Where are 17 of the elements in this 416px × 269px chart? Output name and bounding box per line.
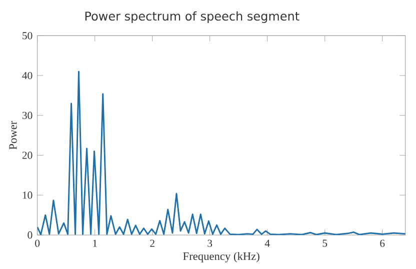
x-tick-label: 5 (322, 240, 328, 247)
x-tick-label: 3 (208, 240, 212, 247)
y-tick-label: 10 (22, 192, 32, 199)
x-tick-label: 2 (150, 240, 154, 247)
chart-title: Power spectrum of speech segment (85, 11, 300, 23)
y-tick-label: 30 (22, 112, 32, 120)
y-tick-label: 40 (22, 72, 32, 80)
y-tick-label: 0 (28, 231, 32, 239)
line-series (37, 70, 406, 236)
y-tick-label: 50 (22, 32, 32, 40)
x-axis-title: Frequency (kHz) (183, 252, 260, 262)
x-tick-label: 1 (93, 240, 97, 247)
x-tick-label: 0 (35, 240, 40, 247)
y-tick-label: 20 (22, 152, 32, 159)
y-axis-title: Power (9, 120, 17, 150)
x-tick-label: 4 (264, 240, 270, 247)
x-tick-label: 6 (380, 240, 385, 247)
